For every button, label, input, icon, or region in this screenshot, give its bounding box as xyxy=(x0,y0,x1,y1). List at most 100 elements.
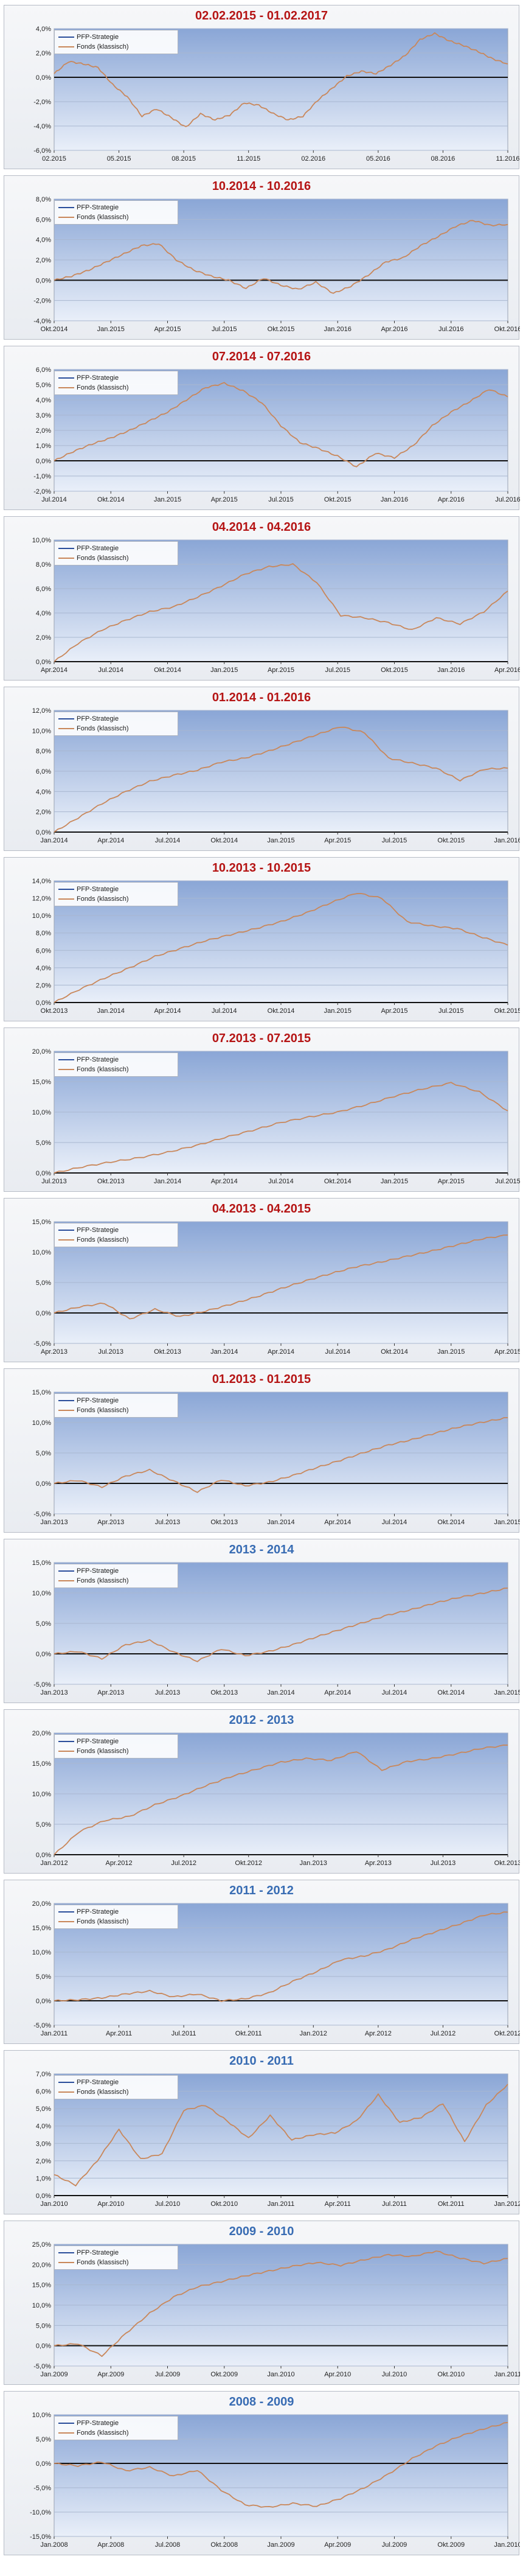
x-tick-label: Jan.2015 xyxy=(97,326,125,333)
series-line-fonds xyxy=(54,563,508,662)
y-tick-label: 0,0% xyxy=(36,2460,51,2468)
y-tick-label: 4,0% xyxy=(36,237,51,244)
legend-swatch-fonds xyxy=(58,46,74,47)
y-tick-label: 8,0% xyxy=(36,930,51,937)
y-tick-label: 0,0% xyxy=(36,1310,51,1317)
x-tick-label: Jan.2015 xyxy=(437,1348,465,1356)
y-tick-label: 0,0% xyxy=(36,74,51,82)
x-tick-label: Jul.2015 xyxy=(438,1007,464,1015)
y-tick-label: 6,0% xyxy=(36,768,51,775)
legend-label-fonds: Fonds (klassisch) xyxy=(77,43,129,51)
x-tick-label: Apr.2016 xyxy=(438,496,465,503)
x-tick-label: Okt.2016 xyxy=(494,326,520,333)
x-tick-label: Apr.2015 xyxy=(381,1007,407,1015)
y-tick-label: -2,0% xyxy=(33,298,51,305)
x-tick-label: Jul.2014 xyxy=(325,1348,350,1356)
y-tick-label: 2,0% xyxy=(36,2158,51,2165)
y-tick-label: 10,0% xyxy=(32,1791,51,1798)
legend-swatch-fonds xyxy=(58,2262,74,2263)
x-tick-label: Okt.2015 xyxy=(494,1007,520,1015)
legend-item-strategy: PFP-Strategie xyxy=(58,2248,174,2258)
x-tick-label: Okt.2013 xyxy=(494,1860,520,1867)
chart-panel: 01.2014 - 01.2016 12,0% 10,0% 8,0% 6,0% 4,0% 2… xyxy=(4,687,520,851)
y-tick-label: 15,0% xyxy=(32,1760,51,1768)
legend-swatch-fonds xyxy=(58,387,74,388)
chart-legend: PFP-Strategie Fonds (klassisch) xyxy=(54,200,178,225)
y-tick-label: 0,0% xyxy=(36,2193,51,2200)
x-tick-label: Jan.2011 xyxy=(268,2200,294,2208)
legend-item-fonds: Fonds (klassisch) xyxy=(58,894,174,904)
y-tick-label: 5,0% xyxy=(36,2322,51,2329)
x-tick-label: Okt.2009 xyxy=(210,2371,238,2378)
chart-legend: PFP-Strategie Fonds (klassisch) xyxy=(54,30,178,54)
x-tick-label: Apr.2014 xyxy=(211,1178,238,1185)
x-tick-label: Jul.2015 xyxy=(212,326,237,333)
x-tick-label: 08.2015 xyxy=(171,155,196,163)
legend-label-strategy: PFP-Strategie xyxy=(77,1397,119,1404)
x-tick-label: Jan.2015 xyxy=(210,667,238,674)
x-tick-label: Jul.2010 xyxy=(155,2200,181,2208)
y-tick-label: 6,0% xyxy=(36,586,51,593)
x-tick-label: Jul.2011 xyxy=(382,2200,407,2208)
legend-label-fonds: Fonds (klassisch) xyxy=(77,2259,129,2266)
legend-label-strategy: PFP-Strategie xyxy=(77,545,119,552)
series-line-fonds xyxy=(54,220,508,294)
y-tick-label: 5,0% xyxy=(36,1139,51,1147)
x-tick-label: Jul.2014 xyxy=(155,837,181,844)
chart-legend: PFP-Strategie Fonds (klassisch) xyxy=(54,2245,178,2270)
y-tick-label: 15,0% xyxy=(32,2282,51,2289)
x-tick-label: Okt.2014 xyxy=(437,1689,465,1696)
x-tick-label: Apr.2013 xyxy=(365,1860,392,1867)
x-tick-label: 08.2016 xyxy=(431,155,455,163)
y-tick-label: 10,0% xyxy=(32,912,51,920)
legend-swatch-fonds xyxy=(58,1751,74,1752)
legend-item-strategy: PFP-Strategie xyxy=(58,203,174,212)
x-tick-label: Apr.2013 xyxy=(41,1348,68,1356)
legend-item-strategy: PFP-Strategie xyxy=(58,1907,174,1917)
y-tick-label: 14,0% xyxy=(32,878,51,885)
series-line-fonds xyxy=(54,1417,508,1493)
y-tick-label: 0,0% xyxy=(36,277,51,284)
chart-panel: 2011 - 2012 20,0% 15,0% 10,0% 5,0% 0,0% -5,0% J… xyxy=(4,1880,520,2044)
x-tick-label: Apr.2009 xyxy=(324,2541,351,2549)
legend-item-strategy: PFP-Strategie xyxy=(58,544,174,553)
chart-title: 2009 - 2010 xyxy=(229,2225,294,2238)
x-tick-label: Jan.2008 xyxy=(40,2541,68,2549)
series-line-fonds xyxy=(54,2084,508,2186)
legend-item-strategy: PFP-Strategie xyxy=(58,2077,174,2087)
legend-item-strategy: PFP-Strategie xyxy=(58,1225,174,1235)
x-tick-label: Apr.2011 xyxy=(325,2200,351,2208)
chart-title: 2013 - 2014 xyxy=(229,1543,294,1556)
x-tick-label: Okt.2014 xyxy=(268,1007,295,1015)
chart-legend: PFP-Strategie Fonds (klassisch) xyxy=(54,1393,178,1418)
x-tick-label: Okt.2014 xyxy=(97,496,125,503)
x-tick-label: Okt.2013 xyxy=(210,1689,238,1696)
series-line-fonds xyxy=(54,1234,508,1320)
y-tick-label: 20,0% xyxy=(32,2261,51,2269)
legend-label-fonds: Fonds (klassisch) xyxy=(77,1918,129,1925)
x-tick-label: Okt.2011 xyxy=(235,2030,262,2037)
x-tick-label: Okt.2014 xyxy=(437,1519,465,1526)
legend-label-strategy: PFP-Strategie xyxy=(77,33,119,41)
y-tick-label: -2,0% xyxy=(33,488,51,495)
y-tick-label: 15,0% xyxy=(32,1559,51,1567)
legend-swatch-strategy xyxy=(58,2423,74,2424)
chart-panel: 10.2014 - 10.2016 8,0% 6,0% 4,0% 2,0% 0,0% -2,… xyxy=(4,175,520,340)
y-tick-label: 0,0% xyxy=(36,829,51,836)
legend-swatch-fonds xyxy=(58,2091,74,2093)
chart-legend: PFP-Strategie Fonds (klassisch) xyxy=(54,1223,178,1247)
x-tick-label: Jan.2015 xyxy=(267,837,294,844)
chart-panel: 10.2013 - 10.2015 14,0% 12,0% 10,0% 8,0% 6,0%… xyxy=(4,857,520,1021)
x-tick-label: Jul.2015 xyxy=(495,1178,520,1185)
legend-label-fonds: Fonds (klassisch) xyxy=(77,2429,129,2437)
legend-item-fonds: Fonds (klassisch) xyxy=(58,2428,174,2438)
y-tick-label: 2,0% xyxy=(36,809,51,816)
chart-legend: PFP-Strategie Fonds (klassisch) xyxy=(54,2416,178,2440)
x-tick-label: Apr.2014 xyxy=(97,837,124,844)
legend-item-strategy: PFP-Strategie xyxy=(58,1055,174,1065)
x-tick-label: Jan.2013 xyxy=(40,1519,68,1526)
x-tick-label: Jan.2014 xyxy=(267,1689,294,1696)
y-tick-label: 5,0% xyxy=(36,1450,51,1457)
chart-panel: 04.2013 - 04.2015 15,0% 10,0% 5,0% 0,0% -5,0%… xyxy=(4,1198,520,1362)
legend-item-fonds: Fonds (klassisch) xyxy=(58,2087,174,2097)
